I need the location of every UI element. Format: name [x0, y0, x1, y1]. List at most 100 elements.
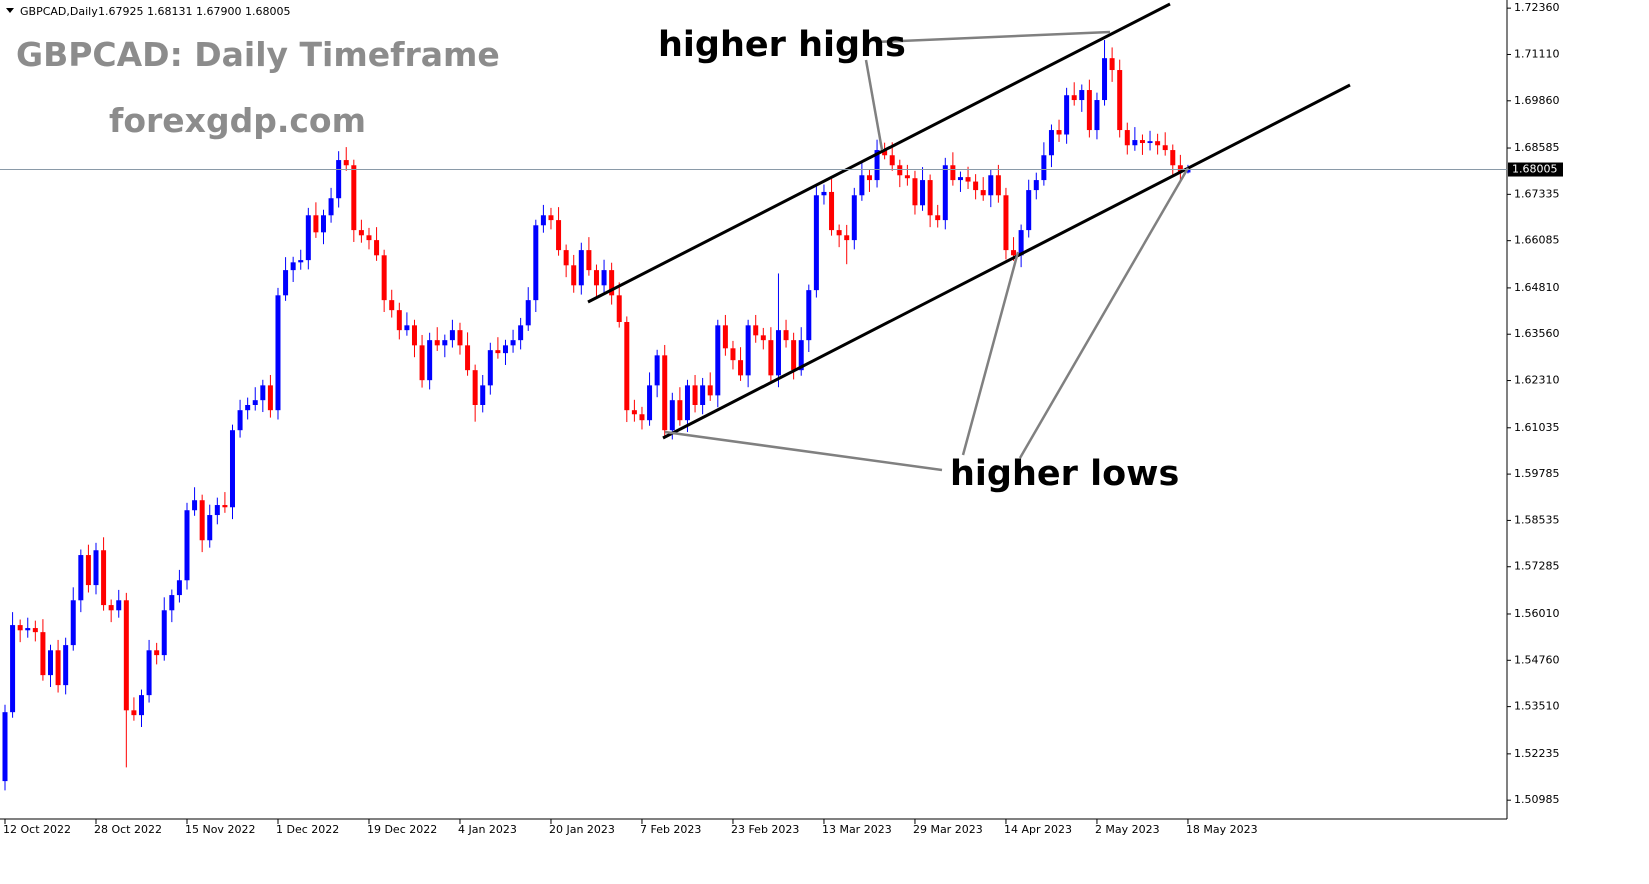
menu-arrow[interactable] [6, 8, 14, 13]
candle-body [47, 650, 53, 676]
candle-body [320, 215, 326, 233]
y-tick-label: 1.61035 [1514, 421, 1560, 434]
y-tick-label: 1.59785 [1514, 467, 1560, 480]
chart-title: GBPCAD: Daily Timeframe [16, 35, 500, 74]
candle-body [411, 325, 417, 346]
x-tick-label: 18 May 2023 [1186, 823, 1258, 836]
candle-body [123, 600, 129, 711]
candle-body [1132, 140, 1138, 146]
candle-body [533, 225, 539, 301]
candle-body [760, 335, 766, 341]
candle-body [245, 404, 251, 411]
annotation: higher lows [950, 454, 1179, 494]
candle-body [267, 385, 273, 411]
candle-body [336, 160, 342, 199]
candle-body [593, 270, 599, 286]
candle-body [578, 250, 584, 286]
y-tick-label: 1.66085 [1514, 234, 1560, 247]
candle-body [328, 198, 334, 216]
candle-body [32, 628, 38, 633]
candle-body [1124, 130, 1130, 146]
x-tick-label: 12 Oct 2022 [3, 823, 71, 836]
candle-body [639, 414, 645, 421]
candle-body [920, 180, 926, 206]
candle-body [138, 695, 144, 716]
pointer-line [664, 430, 943, 472]
price-label: 1.68005 [1512, 163, 1558, 176]
x-tick-label: 29 Mar 2023 [913, 823, 983, 836]
candle-body [654, 355, 660, 386]
x-tick-label: 28 Oct 2022 [94, 823, 162, 836]
candle-body [988, 175, 994, 196]
candle-body [495, 350, 501, 354]
x-tick-label: 19 Dec 2022 [367, 823, 437, 836]
candle-body [1170, 150, 1176, 166]
candle-body [821, 191, 827, 196]
candle-body [396, 310, 402, 331]
candle-body [844, 235, 850, 241]
candle-body [40, 632, 46, 676]
candle-body [374, 240, 380, 256]
pointer-line [864, 59, 884, 151]
candle-body [199, 500, 205, 541]
candle-body [1094, 100, 1100, 131]
candle-body [17, 625, 23, 631]
candle-body [1147, 141, 1153, 144]
x-tick-label: 14 Apr 2023 [1004, 823, 1072, 836]
candle-body [897, 165, 903, 176]
candle-body [1064, 95, 1070, 135]
candle-body [1117, 70, 1123, 131]
y-tick-label: 1.72360 [1514, 1, 1560, 14]
candle-body [715, 325, 721, 396]
candle-body [404, 325, 410, 331]
candle-body [1086, 90, 1092, 131]
x-tick-label: 2 May 2023 [1095, 823, 1160, 836]
candle-body [957, 177, 963, 181]
price-label-box [1508, 162, 1563, 177]
candle-body [518, 325, 524, 341]
candle-body [1071, 95, 1077, 101]
y-tick-label: 1.58535 [1514, 513, 1560, 526]
candle-body [419, 345, 425, 381]
candle-body [700, 385, 706, 405]
candle-body [525, 300, 531, 326]
candle-body [176, 580, 182, 596]
candle-body [465, 345, 471, 371]
channel-lower [662, 83, 1351, 440]
annotation: higher highs [658, 25, 906, 65]
candle-body [434, 340, 440, 346]
candle-body [1048, 130, 1054, 156]
candle-body [1056, 130, 1062, 135]
candle-body [10, 625, 16, 713]
candle-body [669, 400, 675, 431]
candle-body [78, 555, 84, 601]
candle-body [904, 175, 910, 179]
ohlc: 1.67925 1.68131 1.67900 1.68005 [98, 5, 290, 18]
candle-body [601, 270, 607, 286]
candle-body [70, 600, 76, 646]
y-tick-label: 1.57285 [1514, 560, 1560, 573]
x-tick-label: 7 Feb 2023 [640, 823, 701, 836]
candle-body [935, 215, 941, 221]
x-tick-label: 13 Mar 2023 [822, 823, 892, 836]
candle-body [93, 550, 99, 586]
candle-body [995, 175, 1001, 196]
candle-body [624, 321, 630, 411]
candle-body [85, 555, 91, 586]
candle-body [146, 650, 152, 696]
candle-body [586, 250, 592, 271]
y-tick-label: 1.54760 [1514, 653, 1560, 666]
candle-body [980, 190, 986, 196]
candle-body [154, 650, 160, 656]
candle-body [25, 628, 31, 631]
candle-body [829, 191, 835, 231]
candle-body [563, 250, 569, 266]
candle-body [214, 505, 220, 516]
candle-body [252, 400, 258, 405]
candle-body [753, 325, 759, 336]
candle-body [298, 260, 304, 263]
candles [2, 40, 1191, 791]
candle-body [1079, 90, 1085, 101]
candle-body [1033, 180, 1039, 191]
